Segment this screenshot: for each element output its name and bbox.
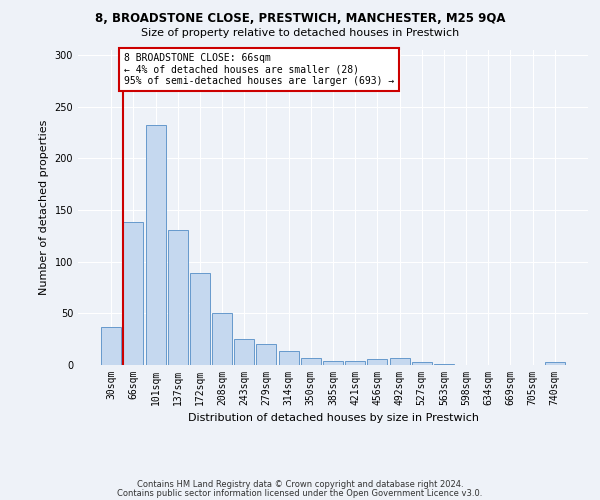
Text: 8, BROADSTONE CLOSE, PRESTWICH, MANCHESTER, M25 9QA: 8, BROADSTONE CLOSE, PRESTWICH, MANCHEST… bbox=[95, 12, 505, 26]
Text: Contains public sector information licensed under the Open Government Licence v3: Contains public sector information licen… bbox=[118, 489, 482, 498]
Bar bbox=[168, 230, 188, 365]
Bar bbox=[146, 126, 166, 365]
Bar bbox=[545, 362, 565, 365]
Bar bbox=[301, 358, 321, 365]
Bar bbox=[323, 361, 343, 365]
Bar bbox=[234, 339, 254, 365]
Bar bbox=[101, 327, 121, 365]
Bar bbox=[278, 350, 299, 365]
Bar bbox=[434, 364, 454, 365]
Y-axis label: Number of detached properties: Number of detached properties bbox=[39, 120, 49, 295]
Bar bbox=[190, 273, 210, 365]
Text: Size of property relative to detached houses in Prestwich: Size of property relative to detached ho… bbox=[141, 28, 459, 38]
Text: 8 BROADSTONE CLOSE: 66sqm
← 4% of detached houses are smaller (28)
95% of semi-d: 8 BROADSTONE CLOSE: 66sqm ← 4% of detach… bbox=[124, 53, 394, 86]
Bar bbox=[345, 361, 365, 365]
Bar bbox=[124, 222, 143, 365]
Bar bbox=[412, 362, 432, 365]
Text: Contains HM Land Registry data © Crown copyright and database right 2024.: Contains HM Land Registry data © Crown c… bbox=[137, 480, 463, 489]
X-axis label: Distribution of detached houses by size in Prestwich: Distribution of detached houses by size … bbox=[187, 414, 479, 424]
Bar bbox=[389, 358, 410, 365]
Bar bbox=[212, 314, 232, 365]
Bar bbox=[256, 344, 277, 365]
Bar bbox=[367, 359, 388, 365]
